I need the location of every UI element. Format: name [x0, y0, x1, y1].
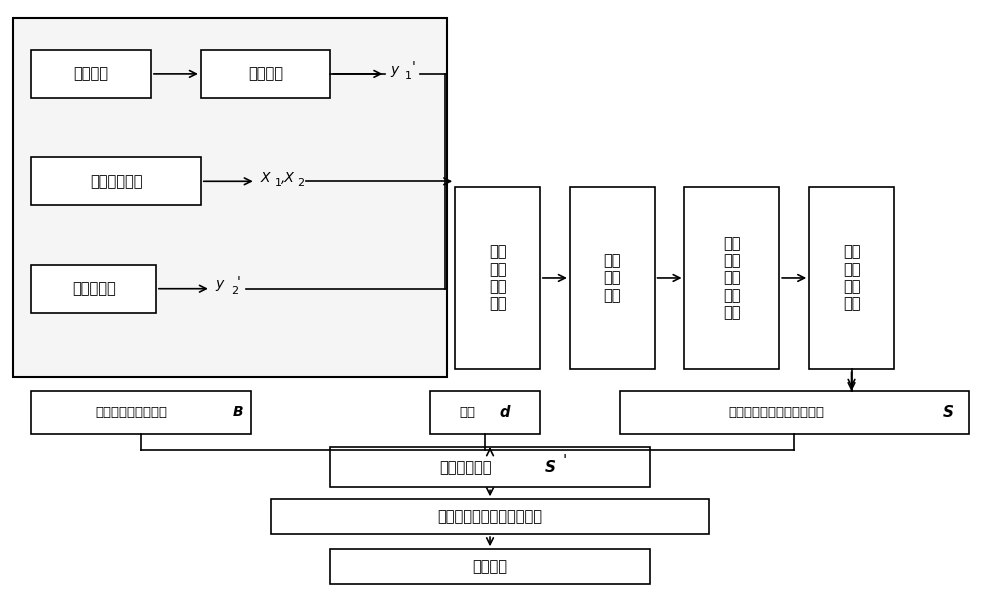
Bar	[13, 17, 447, 378]
Text: 人脸区域在焦平面映射大小: 人脸区域在焦平面映射大小	[728, 406, 824, 419]
Text: 统计
肤色
像素
个数: 统计 肤色 像素 个数	[843, 244, 860, 312]
Text: ': '	[563, 454, 567, 469]
Bar	[31, 50, 151, 98]
Bar	[330, 549, 650, 584]
Text: 实际人脸大小: 实际人脸大小	[439, 460, 491, 475]
Text: 颜色
空间
转换: 颜色 空间 转换	[603, 253, 621, 303]
Text: 人脸识别: 人脸识别	[473, 559, 508, 574]
Text: ': '	[237, 276, 241, 289]
Text: 人眼定位: 人眼定位	[74, 66, 109, 81]
Bar	[271, 499, 709, 534]
Text: 人脸
有效
矩形
区域: 人脸 有效 矩形 区域	[489, 244, 506, 312]
Bar	[31, 264, 156, 313]
Bar	[430, 391, 540, 434]
Bar	[31, 157, 201, 205]
Bar	[455, 187, 540, 369]
Text: 视差: 视差	[459, 406, 475, 419]
Text: 1: 1	[405, 71, 412, 81]
Text: ,X: ,X	[281, 171, 294, 185]
Text: 嘴巴纵坐标: 嘴巴纵坐标	[72, 281, 116, 296]
Text: 肤色
检测
和形
态学
处理: 肤色 检测 和形 态学 处理	[723, 236, 741, 320]
Text: 倾斜校正: 倾斜校正	[248, 66, 283, 81]
Text: B: B	[233, 405, 243, 419]
Bar	[31, 391, 251, 434]
Text: y: y	[216, 277, 224, 292]
Bar	[620, 391, 969, 434]
Text: 双目摄像机基线距离: 双目摄像机基线距离	[95, 406, 167, 419]
Text: S: S	[544, 460, 555, 475]
Bar	[570, 187, 655, 369]
Text: 人脸左右边界: 人脸左右边界	[90, 174, 142, 189]
Text: S: S	[943, 405, 954, 419]
Text: 2: 2	[298, 178, 305, 188]
Bar	[201, 50, 330, 98]
Text: d: d	[500, 405, 510, 419]
Bar	[684, 187, 779, 369]
Bar	[809, 187, 894, 369]
Text: y: y	[390, 63, 399, 77]
Text: X: X	[261, 171, 270, 185]
Bar	[330, 447, 650, 488]
Text: 1: 1	[275, 178, 282, 188]
Text: 人脸数据库拆分成若干子库: 人脸数据库拆分成若干子库	[438, 509, 543, 524]
Text: 2: 2	[231, 286, 238, 296]
Text: ': '	[411, 60, 415, 74]
